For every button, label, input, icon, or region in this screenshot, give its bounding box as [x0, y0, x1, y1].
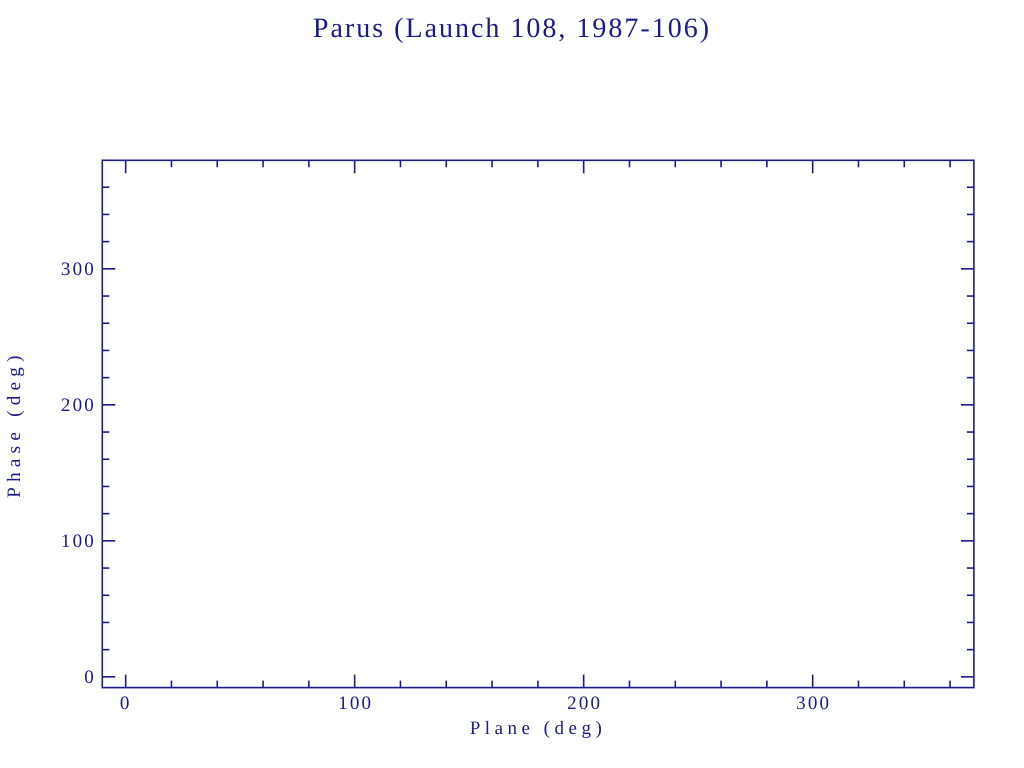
svg-text:300: 300	[61, 259, 96, 280]
svg-text:200: 200	[567, 693, 602, 714]
svg-text:Phase (deg): Phase (deg)	[4, 350, 25, 497]
svg-text:Parus (Launch 108, 1987-106): Parus (Launch 108, 1987-106)	[313, 13, 711, 44]
svg-text:0: 0	[120, 693, 132, 714]
svg-text:100: 100	[338, 693, 373, 714]
svg-text:200: 200	[61, 395, 96, 416]
svg-text:100: 100	[61, 531, 96, 552]
svg-text:Plane (deg): Plane (deg)	[470, 718, 607, 739]
svg-text:0: 0	[84, 667, 96, 688]
svg-text:300: 300	[796, 693, 831, 714]
